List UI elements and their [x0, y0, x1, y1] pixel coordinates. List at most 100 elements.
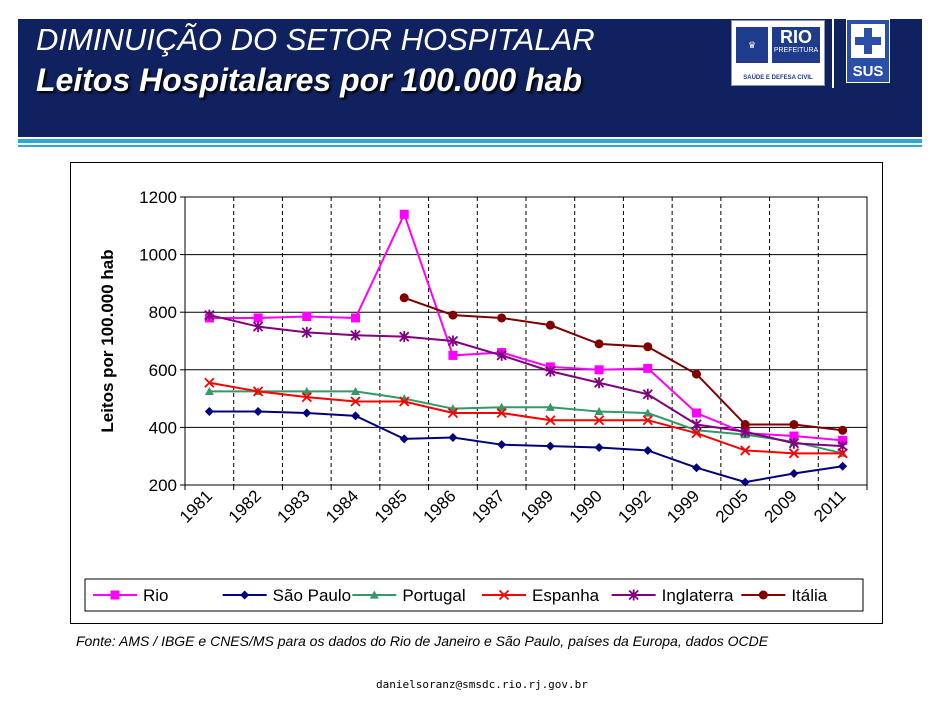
data-point-italia [448, 310, 458, 320]
city-emblem-icon: ♛ [736, 27, 768, 63]
data-point-rio [253, 313, 263, 323]
data-point-italia [399, 293, 409, 303]
data-point-espanha [788, 448, 800, 459]
x-tick-label: 1987 [468, 486, 508, 526]
data-point-inglaterra [350, 329, 361, 341]
data-point-portugal [497, 402, 507, 411]
data-point-inglaterra [788, 437, 800, 449]
y-axis-label: Leitos por 100.000 hab [98, 249, 117, 432]
data-point-espanha [691, 428, 702, 439]
sus-logo: SUS [846, 19, 890, 83]
y-tick-label: 1000 [139, 246, 177, 265]
data-point-inglaterra [642, 388, 653, 400]
line-chart: 200 400 600 800 1000 1200 1981 1982 1983 1984 1985… [84, 188, 868, 612]
source-note: Fonte: AMS / IBGE e CNES/MS para os dado… [76, 633, 769, 649]
data-point-italia [692, 369, 701, 379]
chart-frame: 200 400 600 800 1000 1200 1981 1982 1983 1984 1985… [70, 162, 883, 624]
y-tick-label: 200 [149, 476, 177, 495]
legend-label: Inglaterra [662, 586, 734, 605]
y-tick-label: 600 [149, 361, 177, 380]
legend-label: Espanha [532, 586, 600, 605]
legend-marker [369, 590, 379, 599]
data-point-espanha [204, 377, 215, 388]
y-tick-label: 800 [149, 303, 177, 322]
data-point-rio [594, 365, 604, 375]
series-line-portugal [209, 390, 843, 455]
x-tick-label: 2009 [761, 486, 801, 526]
data-point-inglaterra [496, 349, 507, 361]
data-point-inglaterra [691, 419, 702, 431]
data-point-rio [838, 435, 848, 445]
data-point-italia [497, 313, 507, 323]
accent-rule-thin [18, 145, 922, 147]
data-point-italia [740, 420, 750, 430]
legend-marker [758, 590, 768, 600]
series-line-sao-paulo [209, 410, 843, 484]
data-point-espanha [447, 407, 459, 419]
cross-icon [851, 24, 885, 58]
data-point-rio [692, 408, 701, 418]
legend-label: Itália [791, 586, 827, 605]
data-point-portugal [594, 407, 604, 416]
x-tick-label: 1986 [420, 486, 460, 526]
data-point-italia [643, 342, 653, 352]
data-point-rio [302, 312, 312, 322]
data-point-espanha [496, 407, 507, 419]
data-point-sao-paulo [692, 463, 701, 473]
logo-divider [832, 18, 834, 88]
x-tick-label: 2005 [712, 486, 752, 526]
data-point-sao-paulo [497, 440, 507, 450]
data-point-espanha [399, 396, 410, 407]
data-point-inglaterra [447, 335, 459, 347]
legend-marker [628, 589, 639, 601]
x-tick-label: 1982 [225, 486, 265, 526]
x-tick-label: 1985 [371, 486, 411, 526]
data-point-inglaterra [301, 326, 312, 338]
data-point-inglaterra [399, 331, 410, 343]
data-point-portugal [302, 386, 312, 395]
rio-wordmark: RIO PREFEITURA [772, 27, 820, 63]
data-point-inglaterra [837, 440, 848, 452]
data-point-espanha [642, 415, 653, 426]
data-point-sao-paulo [253, 407, 263, 417]
data-point-inglaterra [252, 321, 264, 333]
data-point-espanha [350, 396, 361, 407]
data-point-sao-paulo [838, 461, 848, 471]
rio-label: RIO [779, 27, 812, 47]
rio-prefeitura-label: PREFEITURA [773, 47, 819, 54]
series-line-inglaterra [209, 314, 843, 448]
data-point-espanha [252, 386, 264, 397]
data-point-inglaterra [593, 377, 605, 389]
data-point-rio [789, 431, 799, 441]
data-point-portugal [545, 402, 555, 411]
data-point-portugal [351, 386, 360, 395]
y-tick-label: 1200 [139, 188, 177, 207]
x-tick-label: 2011 [810, 486, 849, 525]
data-point-italia [838, 425, 848, 435]
x-tick-label: 1992 [614, 486, 654, 526]
data-point-espanha [740, 445, 751, 456]
data-point-inglaterra [545, 365, 556, 377]
x-tick-label: 1984 [322, 486, 362, 526]
data-point-sao-paulo [351, 411, 360, 421]
data-point-rio [399, 209, 409, 219]
data-point-sao-paulo [594, 443, 604, 453]
x-tick-label: 1999 [663, 486, 703, 526]
legend-label: Portugal [402, 586, 465, 605]
data-point-sao-paulo [545, 441, 555, 451]
legend-marker [110, 590, 120, 600]
data-point-sao-paulo [740, 477, 750, 487]
page-subtitle: Leitos Hospitalares por 100.000 hab [36, 62, 582, 98]
data-point-italia [594, 339, 604, 349]
data-point-portugal [643, 408, 653, 417]
author-email: danielsoranz@smsdc.rio.rj.gov.br [376, 678, 588, 691]
data-point-espanha [301, 392, 312, 403]
data-point-sao-paulo [204, 407, 214, 417]
page-title: DIMINUIÇÃO DO SETOR HOSPITALAR [36, 22, 595, 57]
legend-marker [498, 589, 510, 601]
x-tick-label: 1989 [517, 486, 557, 526]
accent-rule [18, 139, 922, 143]
x-tick-label: 1990 [566, 486, 606, 526]
data-point-sao-paulo [643, 445, 653, 455]
y-tick-label: 400 [149, 418, 177, 437]
